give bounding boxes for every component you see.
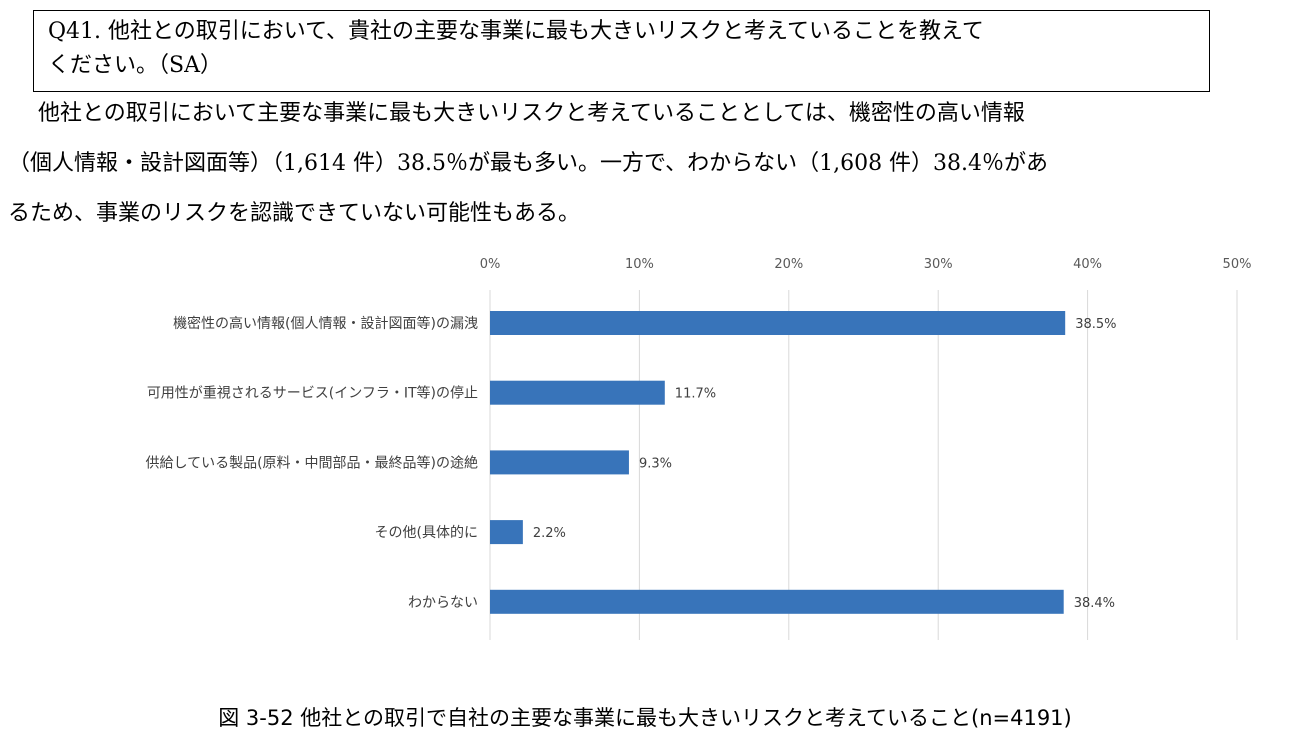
bar — [490, 520, 523, 545]
data-label: 9.3% — [639, 456, 672, 471]
figure-caption: 図 3-52 他社との取引で自社の主要な事業に最も大きいリスクと考えていること(… — [218, 706, 1072, 730]
x-tick-label: 10% — [625, 257, 654, 272]
category-label: わからない — [408, 595, 478, 611]
question-box: Q41. 他社との取引において、貴社の主要な事業に最も大きいリスクと考えているこ… — [33, 10, 1210, 92]
bar — [490, 380, 665, 405]
x-tick-label: 20% — [774, 257, 803, 272]
paragraph-line: 他社との取引において主要な事業に最も大きいリスクと考えていることとしては、機密性… — [38, 101, 1025, 126]
data-label: 38.4% — [1074, 596, 1115, 611]
data-label: 2.2% — [533, 526, 566, 541]
paragraph-line: るため、事業のリスクを認識できていない可能性もある。 — [8, 201, 581, 226]
x-tick-label: 30% — [924, 257, 953, 272]
question-line: ください。（SA） — [48, 53, 222, 78]
data-label: 11.7% — [675, 387, 716, 402]
x-tick-label: 50% — [1223, 257, 1252, 272]
paragraph-line: （個人情報・設計図面等）（1,614 件）38.5％が最も多い。一方で、わからな… — [8, 151, 1049, 176]
question-line: Q41. 他社との取引において、貴社の主要な事業に最も大きいリスクと考えているこ… — [48, 19, 984, 44]
bar — [490, 311, 1066, 335]
bar — [490, 450, 629, 475]
category-label: 機密性の高い情報(個人情報・設計図面等)の漏洩 — [173, 315, 478, 332]
bar — [490, 589, 1064, 614]
x-tick-label: 0% — [480, 257, 501, 272]
category-label: その他(具体的に — [375, 525, 478, 541]
bar-chart: 0% 10% 20% 30% 40% 50% 機密性の高い情報(個人情報・設計図面等)の漏洩… — [145, 257, 1252, 640]
x-tick-label: 40% — [1073, 257, 1102, 272]
category-label: 可用性が重視されるサービス(インフラ・IT等)の停止 — [147, 385, 478, 402]
data-label: 38.5% — [1075, 317, 1116, 332]
category-label: 供給している製品(原料・中間部品・最終品等)の途絶 — [145, 454, 478, 471]
summary-paragraph: 他社との取引において主要な事業に最も大きいリスクと考えていることとしては、機密性… — [8, 96, 1288, 246]
